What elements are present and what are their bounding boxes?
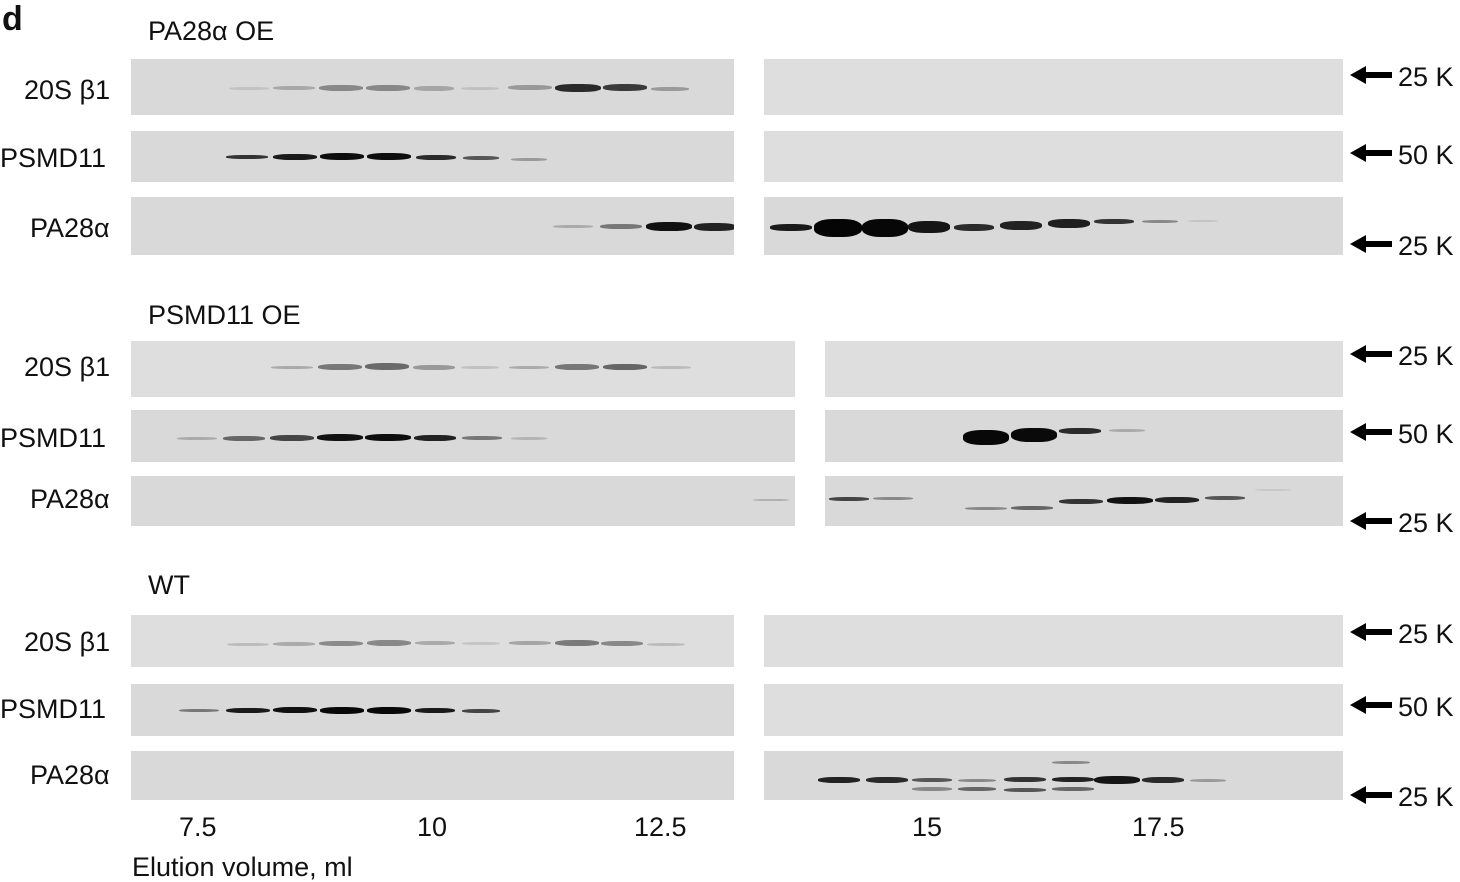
left-arrow-icon: [1350, 344, 1392, 364]
blot-strip-right: [764, 197, 1343, 255]
marker-label: 50 K: [1398, 140, 1454, 170]
marker-label: 25 K: [1398, 341, 1454, 371]
blot-strip-right: [764, 751, 1343, 800]
blot-strip-left: [131, 197, 734, 255]
marker-label: 25 K: [1398, 619, 1454, 649]
blot-strip-left: [131, 59, 734, 115]
blot-strip-right: [825, 341, 1343, 397]
row-label-psmd11: PSMD11: [0, 423, 107, 453]
blot-strip-left: [131, 684, 734, 736]
marker-label: 50 K: [1398, 692, 1454, 722]
row-label-pa28a: PA28α: [30, 484, 110, 514]
blot-strip-left: [131, 131, 734, 182]
blot-strip-left: [131, 751, 734, 800]
row-label-20s-beta1: 20S β1: [24, 352, 111, 382]
row-label-20s-beta1: 20S β1: [24, 75, 111, 105]
blot-strip-right: [825, 476, 1343, 526]
blot-strip-right: [764, 131, 1343, 182]
left-arrow-icon: [1350, 65, 1392, 85]
group-title-psmd11-oe: PSMD11 OE: [148, 300, 301, 330]
left-arrow-icon: [1350, 695, 1392, 715]
left-arrow-icon: [1350, 511, 1392, 531]
left-arrow-icon: [1350, 143, 1392, 163]
row-label-psmd11: PSMD11: [0, 143, 107, 173]
group-title-wt: WT: [148, 570, 190, 600]
marker-label: 25 K: [1398, 231, 1454, 261]
row-label-20s-beta1: 20S β1: [24, 627, 111, 657]
x-tick-label: 10: [417, 812, 448, 842]
blot-strip-left: [131, 476, 795, 526]
blot-strip-left: [131, 615, 734, 667]
marker-label: 25 K: [1398, 508, 1454, 538]
row-label-pa28a: PA28α: [30, 760, 110, 790]
blot-strip-right: [764, 615, 1343, 667]
blot-strip-right: [825, 410, 1343, 462]
marker-label: 25 K: [1398, 782, 1454, 812]
x-tick-label: 7.5: [179, 812, 217, 842]
blot-strip-right: [764, 684, 1343, 736]
marker-label: 25 K: [1398, 62, 1454, 92]
marker-label: 50 K: [1398, 419, 1454, 449]
left-arrow-icon: [1350, 422, 1392, 442]
blot-strip-right: [764, 59, 1343, 115]
blot-strip-left: [131, 410, 795, 462]
row-label-psmd11: PSMD11: [0, 694, 107, 724]
x-tick-label: 17.5: [1132, 812, 1185, 842]
x-tick-label: 15: [912, 812, 943, 842]
left-arrow-icon: [1350, 234, 1392, 254]
panel-letter: d: [2, 0, 23, 38]
x-axis-title: Elution volume, ml: [132, 852, 353, 882]
row-label-pa28a: PA28α: [30, 213, 110, 243]
left-arrow-icon: [1350, 622, 1392, 642]
blot-strip-left: [131, 341, 795, 397]
x-tick-label: 12.5: [634, 812, 687, 842]
group-title-pa28a-oe: PA28α OE: [148, 16, 275, 46]
left-arrow-icon: [1350, 785, 1392, 805]
